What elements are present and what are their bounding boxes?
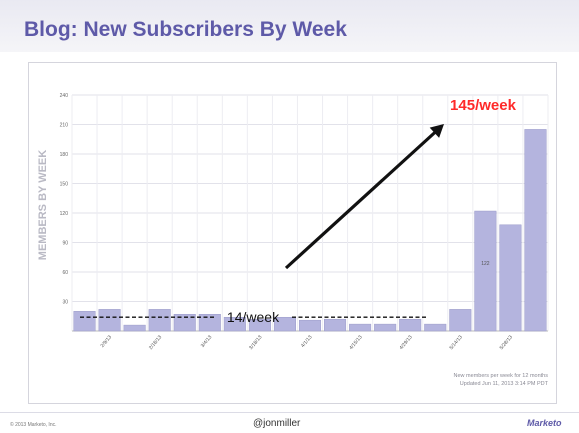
bar: [98, 309, 121, 332]
y-tick-label: 120: [60, 211, 69, 217]
trend-arrowhead: [429, 124, 444, 138]
bar: [298, 319, 322, 332]
title-band: [0, 0, 579, 52]
x-tick-label: 4/1/13: [300, 334, 314, 349]
bar: [198, 314, 221, 332]
baseline-annotation: 14/week: [227, 309, 280, 325]
bar: [148, 309, 171, 332]
y-tick-label: 180: [60, 152, 69, 158]
y-axis-label: MEMBERS BY WEEK: [37, 150, 49, 260]
bar: [474, 210, 497, 332]
x-tick-label: 3/18/13: [248, 334, 263, 351]
y-tick-label: 60: [62, 270, 68, 276]
bar: [399, 318, 422, 332]
bar: [374, 323, 397, 332]
bar: [449, 309, 472, 332]
x-tick-label: 4/29/13: [398, 334, 413, 351]
x-tick-label: 2/9/13: [100, 334, 114, 349]
copyright-text: © 2013 Marketo, Inc.: [10, 422, 57, 428]
bar: [173, 314, 196, 332]
chart-frame: [28, 62, 557, 404]
bar: [223, 316, 246, 332]
y-tick-label: 90: [62, 241, 68, 247]
y-tick-label: 30: [62, 300, 68, 306]
trend-arrow-line: [284, 129, 439, 270]
bar: [324, 318, 347, 332]
x-tick-label: 4/15/13: [348, 334, 363, 351]
y-tick-label: 150: [60, 182, 69, 188]
author-handle: @jonmiller: [253, 418, 301, 429]
bar-data-label: 122: [481, 261, 490, 267]
bar: [524, 129, 547, 332]
y-tick-label: 210: [60, 123, 69, 129]
bar: [123, 324, 146, 332]
bar: [499, 224, 522, 332]
peak-annotation: 145/week: [450, 97, 517, 114]
bar: [248, 318, 271, 332]
bar: [424, 323, 447, 332]
x-tick-label: 2/18/13: [148, 334, 163, 351]
bar: [273, 316, 296, 332]
bar: [73, 311, 96, 332]
slide-title: Blog: New Subscribers By Week: [24, 18, 347, 41]
x-tick-label: 3/4/13: [200, 334, 214, 349]
footer-divider: [0, 412, 579, 413]
chart-note-line1: New members per week for 12 months: [454, 373, 549, 379]
x-tick-label: 5/28/13: [499, 334, 514, 351]
y-tick-label: 240: [60, 93, 69, 99]
bar: [349, 323, 372, 332]
chart-note-line2: Updated Jun 11, 2013 3:14 PM PDT: [460, 381, 549, 387]
marketo-logo: Marketo: [527, 418, 562, 428]
x-tick-label: 5/14/13: [449, 334, 464, 351]
